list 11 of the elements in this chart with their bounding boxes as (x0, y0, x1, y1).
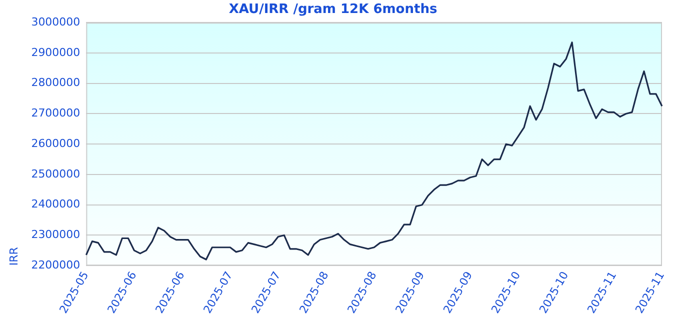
y-tick-label: 2800000 (31, 76, 80, 90)
y-tick-label: 2500000 (31, 167, 80, 180)
y-tick-label: 2700000 (31, 106, 80, 120)
y-tick-label: 2400000 (31, 198, 80, 211)
chart-title: XAU/IRR /gram 12K 6months (228, 2, 438, 18)
y-axis-title: IRR (7, 246, 20, 266)
y-tick-label: 3000000 (31, 15, 80, 28)
y-tick-label: 2300000 (31, 228, 80, 242)
y-tick-label: 2200000 (31, 258, 80, 272)
y-tick-label: 2900000 (31, 46, 80, 59)
y-tick-label: 2600000 (31, 136, 80, 150)
